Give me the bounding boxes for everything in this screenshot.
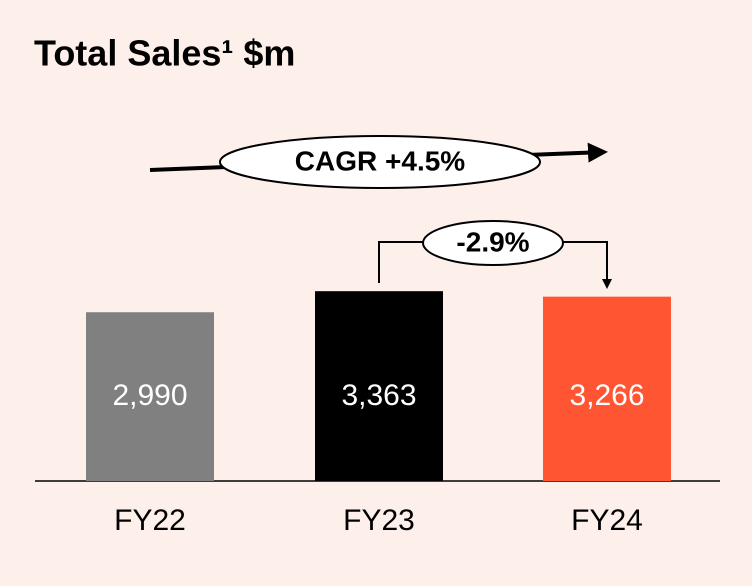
bar [86, 312, 214, 481]
value-label: 3,266 [569, 379, 644, 412]
x-tick-label: FY23 [343, 504, 415, 537]
bar [315, 291, 443, 481]
change-bubble [422, 220, 564, 266]
value-label: 3,363 [341, 379, 416, 412]
x-tick-label: FY24 [571, 504, 643, 537]
chart-title: Total Sales¹ $m [34, 33, 295, 74]
cagr-bubble [219, 135, 541, 189]
x-tick-label: FY22 [114, 504, 186, 537]
annotation: CAGR +4.5% [295, 145, 465, 176]
value-label: 2,990 [112, 379, 187, 412]
annotation: -2.9% [456, 226, 529, 257]
bar [543, 296, 671, 481]
